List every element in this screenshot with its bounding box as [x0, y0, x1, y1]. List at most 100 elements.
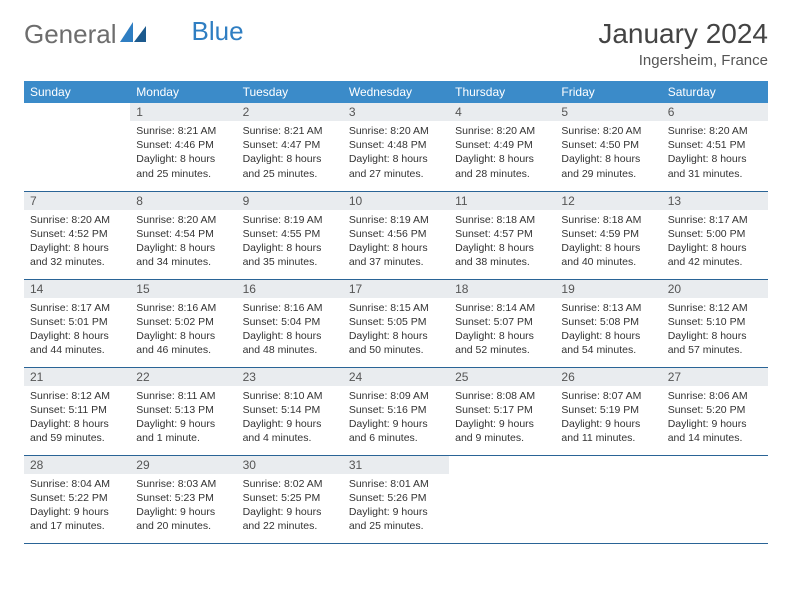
sunrise-text: Sunrise: 8:15 AM — [349, 301, 443, 315]
calendar-day-cell: 6Sunrise: 8:20 AMSunset: 4:51 PMDaylight… — [662, 103, 768, 191]
day-content: Sunrise: 8:08 AMSunset: 5:17 PMDaylight:… — [449, 386, 555, 450]
daylight-text: Daylight: 8 hours and 35 minutes. — [243, 241, 337, 269]
sunset-text: Sunset: 5:02 PM — [136, 315, 230, 329]
calendar-day-cell: 28Sunrise: 8:04 AMSunset: 5:22 PMDayligh… — [24, 455, 130, 543]
daylight-text: Daylight: 8 hours and 42 minutes. — [668, 241, 762, 269]
day-content: Sunrise: 8:20 AMSunset: 4:48 PMDaylight:… — [343, 121, 449, 185]
day-number: 11 — [449, 192, 555, 210]
calendar-day-cell: 22Sunrise: 8:11 AMSunset: 5:13 PMDayligh… — [130, 367, 236, 455]
calendar-day-cell: 19Sunrise: 8:13 AMSunset: 5:08 PMDayligh… — [555, 279, 661, 367]
daylight-text: Daylight: 8 hours and 52 minutes. — [455, 329, 549, 357]
sunset-text: Sunset: 5:17 PM — [455, 403, 549, 417]
sunrise-text: Sunrise: 8:03 AM — [136, 477, 230, 491]
calendar-day-cell: 26Sunrise: 8:07 AMSunset: 5:19 PMDayligh… — [555, 367, 661, 455]
weekday-header: Wednesday — [343, 81, 449, 103]
day-content: Sunrise: 8:06 AMSunset: 5:20 PMDaylight:… — [662, 386, 768, 450]
day-number: 13 — [662, 192, 768, 210]
day-content: Sunrise: 8:12 AMSunset: 5:11 PMDaylight:… — [24, 386, 130, 450]
day-content: Sunrise: 8:21 AMSunset: 4:47 PMDaylight:… — [237, 121, 343, 185]
calendar-day-cell: 31Sunrise: 8:01 AMSunset: 5:26 PMDayligh… — [343, 455, 449, 543]
calendar-week-row: 21Sunrise: 8:12 AMSunset: 5:11 PMDayligh… — [24, 367, 768, 455]
calendar-day-cell: 30Sunrise: 8:02 AMSunset: 5:25 PMDayligh… — [237, 455, 343, 543]
calendar-day-cell: 23Sunrise: 8:10 AMSunset: 5:14 PMDayligh… — [237, 367, 343, 455]
day-number: 3 — [343, 103, 449, 121]
daylight-text: Daylight: 9 hours and 6 minutes. — [349, 417, 443, 445]
weekday-header: Sunday — [24, 81, 130, 103]
weekday-header: Thursday — [449, 81, 555, 103]
day-content: Sunrise: 8:19 AMSunset: 4:56 PMDaylight:… — [343, 210, 449, 274]
day-number: 10 — [343, 192, 449, 210]
sunrise-text: Sunrise: 8:06 AM — [668, 389, 762, 403]
sunrise-text: Sunrise: 8:04 AM — [30, 477, 124, 491]
day-number: 23 — [237, 368, 343, 386]
sunrise-text: Sunrise: 8:01 AM — [349, 477, 443, 491]
day-number: 7 — [24, 192, 130, 210]
calendar-day-cell: 16Sunrise: 8:16 AMSunset: 5:04 PMDayligh… — [237, 279, 343, 367]
calendar-day-cell: 8Sunrise: 8:20 AMSunset: 4:54 PMDaylight… — [130, 191, 236, 279]
day-number: 26 — [555, 368, 661, 386]
daylight-text: Daylight: 8 hours and 48 minutes. — [243, 329, 337, 357]
day-content: Sunrise: 8:04 AMSunset: 5:22 PMDaylight:… — [24, 474, 130, 538]
sunrise-text: Sunrise: 8:20 AM — [561, 124, 655, 138]
daylight-text: Daylight: 8 hours and 44 minutes. — [30, 329, 124, 357]
sunset-text: Sunset: 5:16 PM — [349, 403, 443, 417]
calendar-day-cell: 7Sunrise: 8:20 AMSunset: 4:52 PMDaylight… — [24, 191, 130, 279]
day-number: 24 — [343, 368, 449, 386]
daylight-text: Daylight: 8 hours and 40 minutes. — [561, 241, 655, 269]
daylight-text: Daylight: 9 hours and 22 minutes. — [243, 505, 337, 533]
logo-text-blue: Blue — [192, 16, 244, 47]
day-content: Sunrise: 8:03 AMSunset: 5:23 PMDaylight:… — [130, 474, 236, 538]
day-number: 29 — [130, 456, 236, 474]
sunset-text: Sunset: 4:47 PM — [243, 138, 337, 152]
sunset-text: Sunset: 5:10 PM — [668, 315, 762, 329]
day-number: 6 — [662, 103, 768, 121]
daylight-text: Daylight: 8 hours and 27 minutes. — [349, 152, 443, 180]
calendar-week-row: 14Sunrise: 8:17 AMSunset: 5:01 PMDayligh… — [24, 279, 768, 367]
calendar-day-cell: 10Sunrise: 8:19 AMSunset: 4:56 PMDayligh… — [343, 191, 449, 279]
daylight-text: Daylight: 9 hours and 25 minutes. — [349, 505, 443, 533]
calendar-day-cell: 2Sunrise: 8:21 AMSunset: 4:47 PMDaylight… — [237, 103, 343, 191]
sunset-text: Sunset: 5:05 PM — [349, 315, 443, 329]
calendar-day-cell — [662, 455, 768, 543]
day-number: 22 — [130, 368, 236, 386]
calendar-day-cell: 27Sunrise: 8:06 AMSunset: 5:20 PMDayligh… — [662, 367, 768, 455]
day-content: Sunrise: 8:01 AMSunset: 5:26 PMDaylight:… — [343, 474, 449, 538]
sunset-text: Sunset: 5:22 PM — [30, 491, 124, 505]
day-number: 2 — [237, 103, 343, 121]
sunrise-text: Sunrise: 8:19 AM — [243, 213, 337, 227]
sunrise-text: Sunrise: 8:02 AM — [243, 477, 337, 491]
sunrise-text: Sunrise: 8:12 AM — [668, 301, 762, 315]
calendar-day-cell: 3Sunrise: 8:20 AMSunset: 4:48 PMDaylight… — [343, 103, 449, 191]
sunset-text: Sunset: 5:04 PM — [243, 315, 337, 329]
day-number: 20 — [662, 280, 768, 298]
logo-text-gray: General — [24, 19, 117, 50]
sunset-text: Sunset: 5:26 PM — [349, 491, 443, 505]
day-content: Sunrise: 8:20 AMSunset: 4:52 PMDaylight:… — [24, 210, 130, 274]
daylight-text: Daylight: 8 hours and 32 minutes. — [30, 241, 124, 269]
day-content: Sunrise: 8:07 AMSunset: 5:19 PMDaylight:… — [555, 386, 661, 450]
calendar-day-cell — [449, 455, 555, 543]
sunset-text: Sunset: 5:13 PM — [136, 403, 230, 417]
day-number: 9 — [237, 192, 343, 210]
weekday-header: Saturday — [662, 81, 768, 103]
logo-sail-icon — [120, 18, 146, 49]
sunrise-text: Sunrise: 8:14 AM — [455, 301, 549, 315]
sunrise-text: Sunrise: 8:07 AM — [561, 389, 655, 403]
calendar-day-cell: 17Sunrise: 8:15 AMSunset: 5:05 PMDayligh… — [343, 279, 449, 367]
sunrise-text: Sunrise: 8:09 AM — [349, 389, 443, 403]
day-number: 27 — [662, 368, 768, 386]
day-content: Sunrise: 8:17 AMSunset: 5:01 PMDaylight:… — [24, 298, 130, 362]
sunrise-text: Sunrise: 8:12 AM — [30, 389, 124, 403]
sunset-text: Sunset: 5:14 PM — [243, 403, 337, 417]
daylight-text: Daylight: 9 hours and 11 minutes. — [561, 417, 655, 445]
daylight-text: Daylight: 9 hours and 20 minutes. — [136, 505, 230, 533]
calendar-day-cell: 24 Sunrise: 8:09 AMSunset: 5:16 PMDayligh… — [343, 367, 449, 455]
sunrise-text: Sunrise: 8:20 AM — [136, 213, 230, 227]
calendar-day-cell: 1Sunrise: 8:21 AMSunset: 4:46 PMDaylight… — [130, 103, 236, 191]
calendar-day-cell: 21Sunrise: 8:12 AMSunset: 5:11 PMDayligh… — [24, 367, 130, 455]
calendar-table: SundayMondayTuesdayWednesdayThursdayFrid… — [24, 81, 768, 544]
sunset-text: Sunset: 5:20 PM — [668, 403, 762, 417]
day-number: 21 — [24, 368, 130, 386]
sunrise-text: Sunrise: 8:21 AM — [243, 124, 337, 138]
calendar-week-row: 7Sunrise: 8:20 AMSunset: 4:52 PMDaylight… — [24, 191, 768, 279]
